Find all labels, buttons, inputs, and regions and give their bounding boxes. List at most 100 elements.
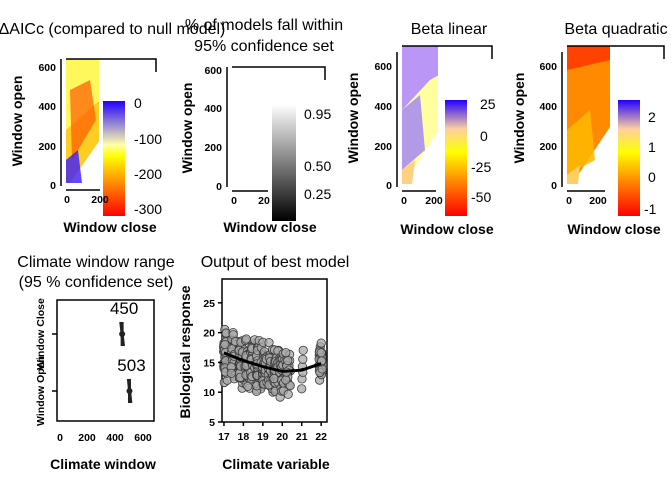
colorbar-beta-quadratic-ticks: 2 1 0 -1 (644, 109, 657, 217)
ytick-best-model: 10 (203, 387, 215, 399)
scatter-point (283, 355, 293, 366)
xlabel-confidence: Window close (223, 219, 316, 235)
colorbar-aicc-ticks: 0 -100 -200 -300 (134, 95, 162, 217)
colorbar-tick: 25 (480, 96, 496, 112)
ytick-beta-quadratic: 600 (539, 61, 557, 73)
xtick-aicc: 200 (91, 194, 109, 206)
ytick-aicc: 600 (38, 62, 56, 74)
ytick-confidence: 400 (204, 103, 222, 115)
title-beta-quadratic: Beta quadratic (564, 21, 667, 38)
panel-beta-linear-frame (402, 45, 493, 59)
scatter-point (298, 345, 308, 355)
yaxis-best-model: 5 10 15 20 25 (203, 298, 222, 429)
xtick-beta-quadratic: 200 (589, 195, 607, 207)
colorbar-tick: -200 (134, 166, 162, 182)
heatmap-region-mid (66, 59, 156, 130)
range-point (126, 388, 133, 394)
xlabel-window-range: Climate window (50, 456, 156, 472)
colorbar-tick: 2 (648, 109, 656, 125)
colorbar-aicc (103, 101, 125, 216)
heatmap-region-cool2 (402, 95, 425, 170)
heatmap-region-cool2 (66, 150, 82, 183)
ytick-beta-linear: 0 (386, 180, 392, 192)
xtick-best-model: 20 (276, 431, 288, 443)
xtick-best-model: 21 (296, 431, 308, 443)
ylabel-beta-linear: Window open (345, 73, 361, 164)
xlabel-beta-quadratic: Window close (567, 221, 660, 237)
title-confidence-line2: 95% confidence set (194, 38, 334, 55)
colorbar-tick: 0 (648, 169, 656, 185)
ylabel-beta-quadratic: Window open (511, 73, 527, 164)
xtick-best-model: 22 (315, 431, 327, 443)
heatmap-region-warm (402, 160, 415, 184)
xtick-best-model: 19 (257, 431, 269, 443)
title-window-range-line1: Climate window range (17, 254, 175, 271)
scatter-point (316, 338, 326, 348)
xtick-window-range: 0 (57, 432, 63, 444)
ylabel-window-close: Window Close (35, 298, 47, 370)
xaxis-window-range: 0 200 400 600 (57, 432, 152, 444)
panel-window-range: Climate window range (95 % confidence se… (17, 254, 175, 472)
xlabel-aicc: Window close (63, 219, 156, 235)
ytick-best-model: 20 (203, 328, 215, 340)
heatmap-region-yellow (567, 110, 595, 175)
colorbar-beta-quadratic (618, 100, 640, 216)
scatter-point (298, 354, 308, 364)
panel-best-model: Output of best model 5 10 15 20 25 17 18 19 20 2… (177, 254, 349, 472)
title-window-range-line2: (95 % confidence set) (19, 274, 174, 291)
heatmap-region-cool (402, 46, 492, 110)
ytick-confidence: 200 (204, 142, 222, 154)
panel-beta-linear: Beta linear Window close Window open 0 2… (345, 21, 496, 237)
range-value-label: 503 (117, 356, 145, 375)
scatter-point (281, 347, 291, 358)
yaxis-aicc: 0 200 400 600 (38, 59, 62, 192)
scatter-point (226, 368, 236, 378)
panel-window-range-frame (56, 299, 155, 422)
xlabel-best-model: Climate variable (222, 456, 330, 472)
ytick-best-model: 5 (209, 417, 215, 429)
fitted-line (223, 351, 322, 373)
colorbar-tick: 0 (480, 128, 488, 144)
panel-beta-quadratic: Beta quadratic Window close Window open … (511, 21, 668, 237)
xaxis-confidence: 0 20 (231, 190, 270, 207)
colorbar-tick: 0.25 (304, 186, 331, 202)
panel-aicc: ΔAICc (compared to null model) Window cl… (0, 21, 225, 235)
title-beta-linear: Beta linear (411, 21, 488, 38)
scatter-point (241, 334, 251, 344)
colorbar-tick: 0 (134, 95, 142, 111)
xtick-best-model: 18 (238, 431, 250, 443)
colorbar-beta-linear (445, 100, 467, 216)
xtick-window-range: 400 (106, 432, 124, 444)
ytick-best-model: 25 (203, 298, 215, 310)
yaxis-confidence: 0 200 400 600 (204, 65, 228, 193)
xtick-aicc: 0 (64, 194, 70, 206)
colorbar-tick: 1 (648, 139, 656, 155)
panel-beta-quadratic-frame (567, 45, 665, 59)
xtick-window-range: 600 (134, 432, 152, 444)
scatter-point (243, 381, 253, 391)
ytick-beta-quadratic: 0 (551, 180, 557, 192)
colorbar-confidence (272, 104, 296, 221)
title-best-model: Output of best model (201, 254, 350, 271)
panel-confidence: % of models fall within 95% confidence s… (179, 17, 343, 235)
colorbar-confidence-ticks: 0.95 0.50 0.25 (304, 106, 331, 202)
heatmap-region-light (567, 165, 580, 184)
heatmap-region-hot (70, 80, 96, 160)
xaxis-best-model: 17 18 19 20 21 22 (218, 422, 327, 443)
ytick-aicc: 0 (50, 180, 56, 192)
ytick-beta-linear: 600 (374, 61, 392, 73)
colorbar-tick: -1 (644, 201, 657, 217)
ylabel-confidence: Window open (179, 83, 195, 174)
ytick-beta-quadratic: 200 (539, 141, 557, 153)
title-confidence-line1: % of models fall within (185, 17, 343, 34)
yaxis-beta-quadratic: 0 200 400 600 (539, 52, 563, 192)
ytick-beta-quadratic: 400 (539, 101, 557, 113)
ytick-beta-linear: 400 (374, 101, 392, 113)
ytick-best-model: 15 (203, 357, 215, 369)
colorbar-tick: 0.95 (304, 106, 331, 122)
colorbar-tick: -100 (134, 131, 162, 147)
ytick-confidence: 600 (204, 65, 222, 77)
xaxis-beta-linear: 0 200 (401, 190, 443, 207)
title-aicc: ΔAICc (compared to null model) (0, 21, 225, 38)
